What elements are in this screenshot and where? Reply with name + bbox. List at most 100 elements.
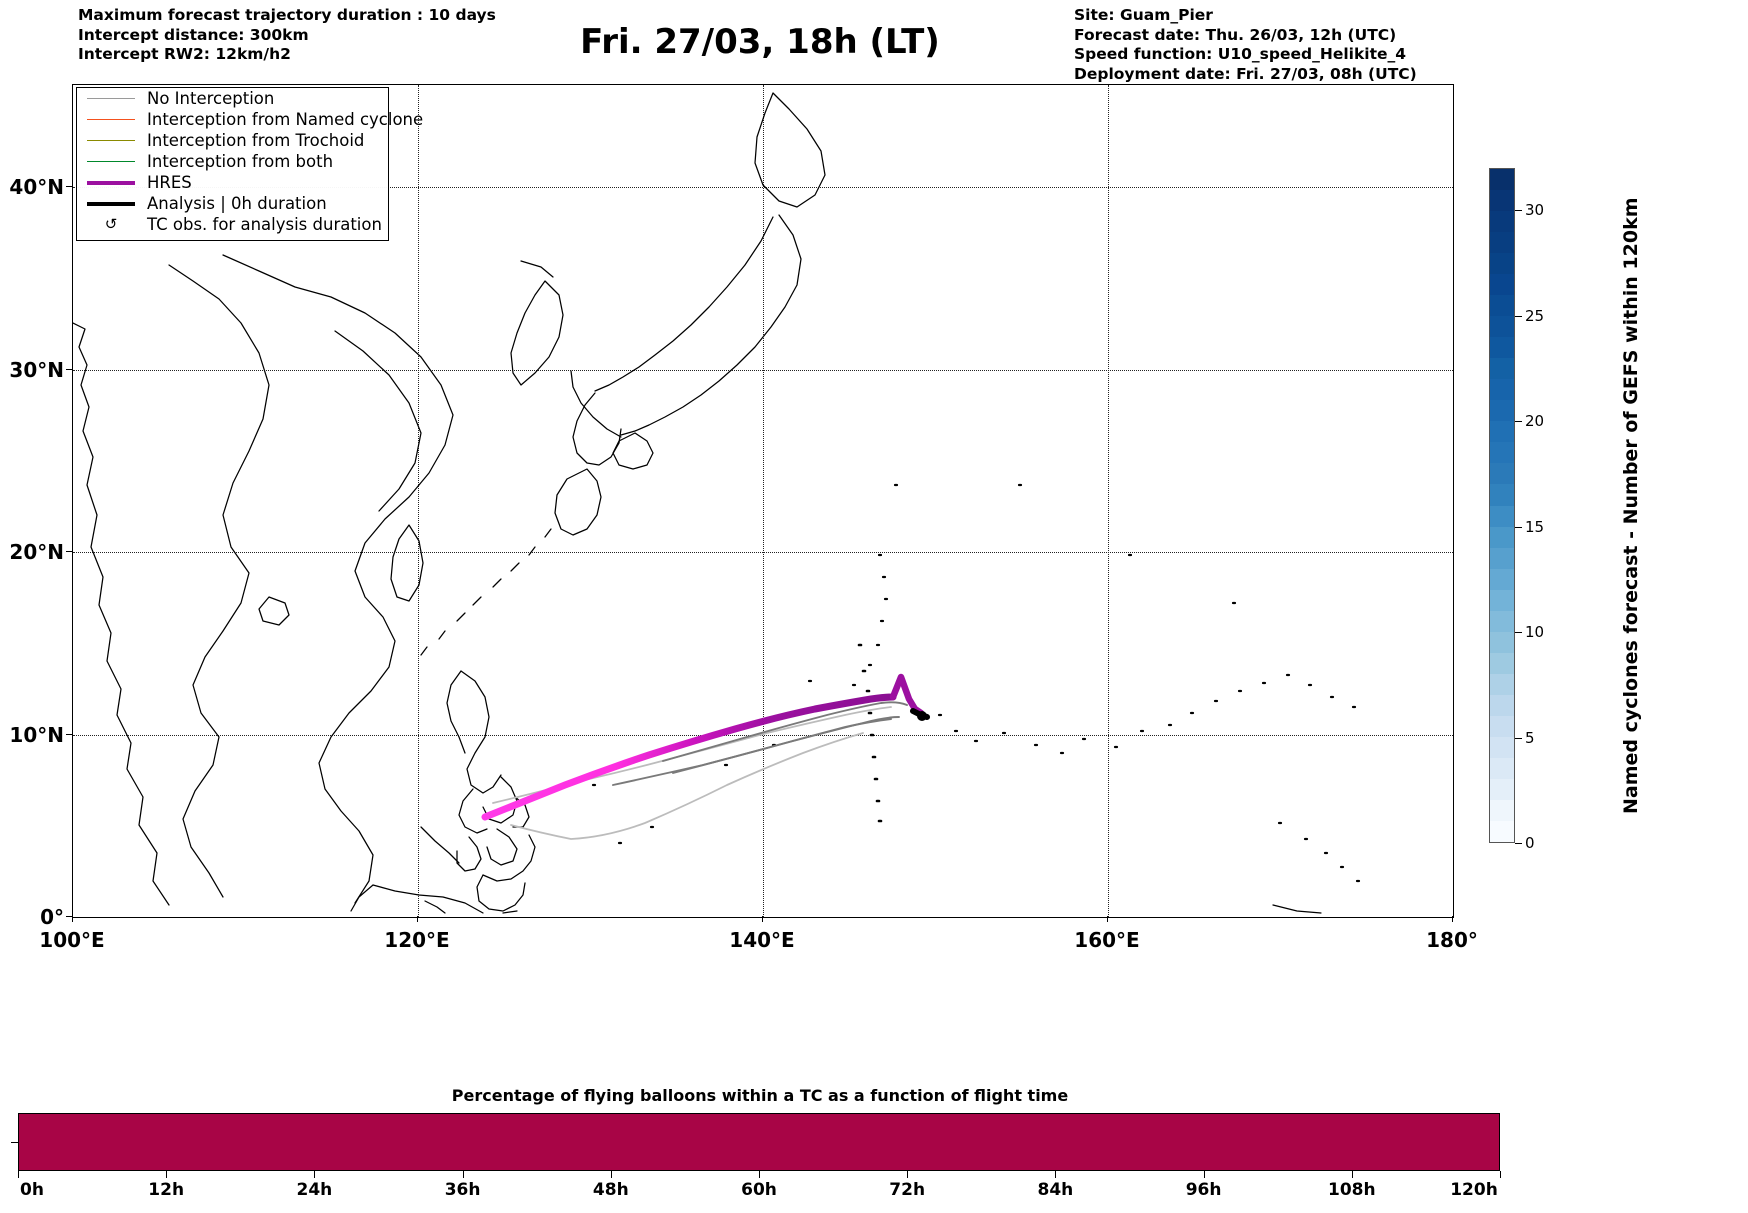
coastline-layer — [73, 92, 1361, 914]
gridline-lat-30 — [73, 369, 1453, 371]
bottom-tick-108 — [1351, 1171, 1353, 1178]
colorbar-segment — [1490, 568, 1514, 590]
legend-item-3[interactable]: Interception from both — [77, 151, 388, 172]
colorbar-segment — [1490, 757, 1514, 779]
y-tick-30 — [66, 368, 72, 370]
page-title: Fri. 27/03, 18h (LT) — [580, 22, 940, 62]
legend-box: No Interception Interception from Named c… — [76, 87, 423, 241]
legend-item-label: Interception from Trochoid — [147, 130, 365, 150]
colorbar-segment — [1490, 673, 1514, 695]
y-tick-40 — [66, 186, 72, 188]
colorbar-tick-0 — [1515, 843, 1522, 844]
colorbar-segment — [1490, 295, 1514, 317]
legend-swatch-line — [87, 180, 135, 185]
bottom-tick-12 — [166, 1171, 168, 1178]
bottom-bar-frame[interactable] — [18, 1113, 1500, 1171]
legend-item-label: Interception from both — [147, 151, 334, 171]
header-right-info: Site: Guam_Pier Forecast date: Thu. 26/0… — [1074, 6, 1417, 84]
colorbar-segment — [1490, 463, 1514, 485]
colorbar-tick-label-10: 10 — [1525, 623, 1545, 642]
legend-item-6[interactable]: ↺ TC obs. for analysis duration — [77, 214, 388, 235]
colorbar-tick-label-5: 5 — [1525, 728, 1535, 747]
legend-item-label: Analysis | 0h duration — [147, 193, 327, 213]
legend-item-0[interactable]: No Interception — [77, 88, 388, 109]
colorbar-segment — [1490, 820, 1514, 842]
map-panel[interactable] — [72, 84, 1454, 918]
trajectory-layer — [481, 673, 930, 840]
bottom-tick-label-24: 24h — [296, 1180, 333, 1200]
header-left-line-2: Intercept distance: 300km — [78, 25, 309, 44]
legend-swatch-line — [87, 201, 135, 206]
bottom-tick-120 — [1500, 1171, 1501, 1178]
header-left-line-1: Maximum forecast trajectory duration : 1… — [78, 6, 496, 24]
colorbar-segment — [1490, 547, 1514, 569]
colorbar-tick-20 — [1515, 421, 1522, 423]
y-tick-10 — [66, 733, 72, 735]
legend-item-5[interactable]: Analysis | 0h duration — [77, 193, 388, 214]
bottom-tick-label-108: 108h — [1328, 1180, 1376, 1200]
colorbar-segment — [1490, 442, 1514, 464]
colorbar-tick-label-25: 25 — [1525, 306, 1545, 325]
header-left-line-3: Intercept RW2: 12km/h2 — [78, 45, 291, 63]
y-axis-label-40: 40°N — [9, 175, 64, 200]
bottom-tick-72 — [907, 1171, 909, 1178]
bottom-tick-label-120: 120h — [1450, 1180, 1498, 1200]
colorbar-segment — [1490, 799, 1514, 821]
x-axis-label-180: 180° — [1426, 928, 1478, 952]
bottom-tick-label-72: 72h — [889, 1180, 926, 1200]
colorbar-tick-25 — [1515, 315, 1522, 317]
colorbar-segment — [1490, 316, 1514, 338]
colorbar-segment — [1490, 715, 1514, 737]
legend-item-4[interactable]: HRES — [77, 172, 388, 193]
colorbar-segment — [1490, 610, 1514, 632]
y-axis-label-10: 10°N — [9, 722, 64, 747]
bottom-tick-84 — [1055, 1171, 1057, 1178]
colorbar-tick-label-30: 30 — [1525, 201, 1545, 220]
colorbar-segment — [1490, 169, 1514, 191]
bottom-left-tick — [11, 1142, 19, 1143]
gridline-lon-160 — [1108, 85, 1109, 917]
colorbar-segment — [1490, 484, 1514, 506]
header-left-info: Maximum forecast trajectory duration : 1… — [78, 6, 496, 65]
legend-item-1[interactable]: Interception from Named cyclone — [77, 109, 423, 130]
x-tick-120 — [417, 916, 418, 922]
colorbar-segment — [1490, 400, 1514, 422]
colorbar-title: Named cyclones forecast - Number of GEFS… — [1620, 197, 1642, 814]
colorbar-tick-5 — [1515, 737, 1522, 739]
header-right-line-3: Speed function: U10_speed_Helikite_4 — [1074, 45, 1407, 63]
colorbar-segment — [1490, 652, 1514, 674]
colorbar-segment — [1490, 421, 1514, 443]
colorbar-tick-10 — [1515, 632, 1522, 634]
y-axis-label-20: 20°N — [9, 540, 64, 565]
bottom-bar-fill — [19, 1114, 1499, 1170]
colorbar-tick-label-0: 0 — [1525, 834, 1535, 852]
legend-item-2[interactable]: Interception from Trochoid — [77, 130, 388, 151]
bottom-tick-24 — [314, 1171, 316, 1178]
legend-item-label: Interception from Named cyclone — [147, 109, 424, 129]
legend-item-label: HRES — [147, 172, 192, 192]
gridline-lon-140 — [763, 85, 764, 917]
bottom-tick-label-60: 60h — [741, 1180, 777, 1200]
colorbar-segment — [1490, 232, 1514, 254]
y-axis-label-0: 0° — [40, 905, 64, 929]
bottom-tick-48 — [610, 1171, 612, 1178]
colorbar-segment — [1490, 526, 1514, 548]
legend-item-label: No Interception — [147, 88, 275, 108]
bottom-tick-label-36: 36h — [444, 1180, 481, 1200]
colorbar: 0 5 10 15 20 25 30 — [1489, 168, 1544, 852]
x-axis-label-120: 120°E — [384, 928, 450, 952]
legend-item-label: TC obs. for analysis duration — [147, 214, 382, 234]
colorbar-segment — [1490, 778, 1514, 800]
y-tick-0 — [66, 916, 72, 917]
colorbar-segment — [1490, 253, 1514, 275]
bottom-tick-label-96: 96h — [1185, 1180, 1222, 1200]
x-tick-180 — [1452, 916, 1453, 922]
colorbar-segment — [1490, 694, 1514, 716]
colorbar-segment — [1490, 211, 1514, 233]
legend-swatch-line — [87, 161, 135, 162]
gridline-lat-20 — [73, 552, 1453, 554]
header-right-line-4: Deployment date: Fri. 27/03, 08h (UTC) — [1074, 64, 1417, 83]
colorbar-segment — [1490, 190, 1514, 212]
colorbar-segment — [1490, 274, 1514, 296]
header-right-line-2: Forecast date: Thu. 26/03, 12h (UTC) — [1074, 25, 1397, 44]
